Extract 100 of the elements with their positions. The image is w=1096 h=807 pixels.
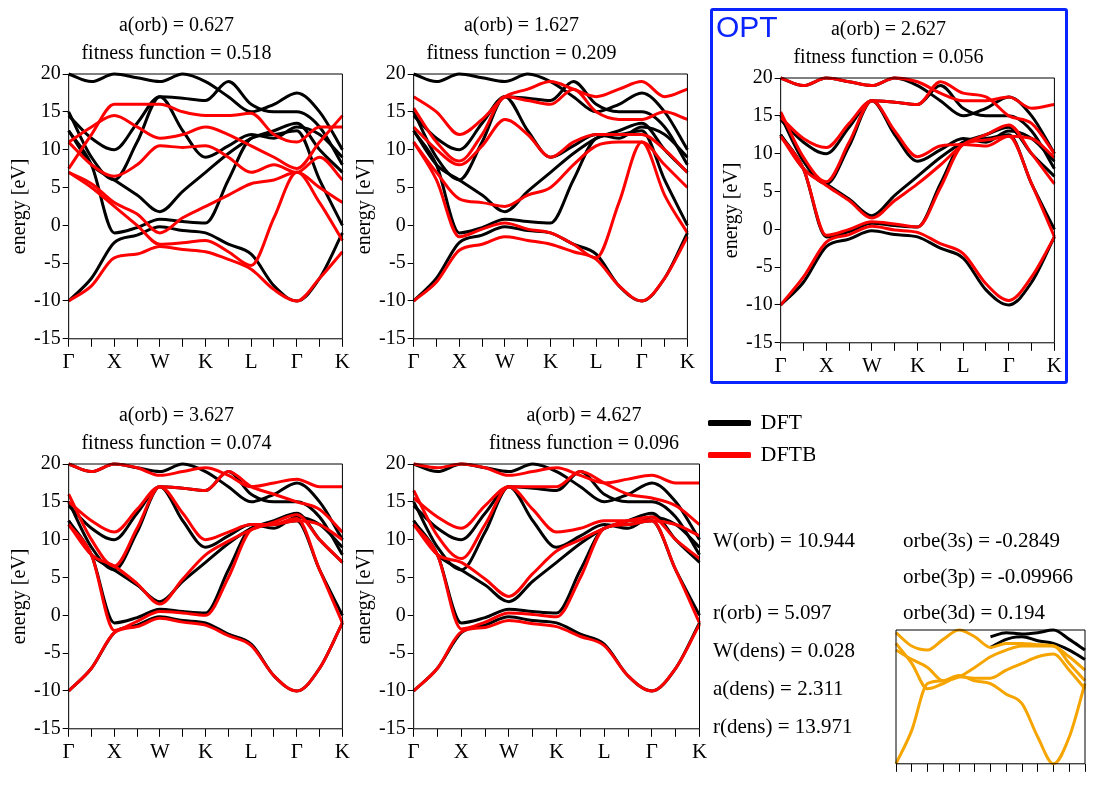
x-tick-label: K [1046,352,1062,377]
x-tick-label: Γ [62,348,75,373]
y-axis-title: energy [eV] [7,158,31,255]
x-tick-label: L [597,738,611,763]
x-tick-label: K [679,348,695,373]
y-tick-label: 20 [752,65,773,88]
y-axis-title: energy [eV] [719,162,743,259]
x-tick-label: W [495,348,515,373]
chart-title: a(orb) = 4.627 [526,403,642,427]
text: orbe(3p) = -0.09966 [903,564,1073,589]
x-tick-label: K [197,738,214,763]
x-tick-label: W [862,352,882,377]
chart-title: a(orb) = 2.627 [830,17,947,41]
x-tick-label: Γ [407,348,420,373]
chart-title: a(orb) = 1.627 [463,13,580,37]
text: OPT [716,10,778,44]
y-tick-label: -15 [33,326,61,349]
legend-label: DFTB [760,440,817,466]
y-tick-label: 0 [395,602,406,625]
x-tick-label: K [334,738,350,763]
x-tick-label: Γ [407,738,420,763]
x-tick-label: K [548,738,565,763]
y-tick-label: 5 [50,564,61,587]
x-tick-label: L [956,352,970,377]
x-tick-label: K [197,348,214,373]
x-tick-label: X [106,738,122,763]
text: orbe(3d) = 0.194 [903,600,1045,625]
y-tick-label: -10 [33,288,61,311]
x-tick-label: W [150,738,170,763]
text: orbe(3s) = -0.2849 [903,528,1061,553]
y-tick-label: 20 [40,451,61,474]
y-tick-label: 0 [50,602,61,625]
x-tick-label: X [453,738,469,763]
y-tick-label: 10 [40,526,61,549]
x-tick-label: Γ [1002,352,1015,377]
y-tick-label: 20 [40,61,61,84]
x-tick-label: X [818,352,834,377]
y-tick-label: 15 [385,99,406,122]
chart-subtitle: fitness function = 0.056 [793,45,984,68]
y-tick-label: 10 [752,140,773,163]
y-tick-label: 20 [385,61,406,84]
x-tick-label: X [451,348,467,373]
text: a(dens) = 2.311 [713,676,844,701]
legend-label: DFT [760,408,803,434]
x-tick-label: L [244,348,258,373]
y-tick-label: 20 [385,451,406,474]
y-tick-label: 0 [762,216,773,239]
text: W(dens) = 0.028 [713,638,855,663]
text: r(orb) = 5.097 [713,600,832,625]
x-tick-label: K [909,352,926,377]
y-tick-label: -5 [43,640,61,663]
x-tick-label: K [334,348,350,373]
x-tick-label: K [691,738,708,763]
x-tick-label: X [106,348,122,373]
y-tick-label: 5 [395,174,406,197]
x-tick-label: Γ [635,348,648,373]
y-tick-label: 5 [395,564,406,587]
chart-title: a(orb) = 0.627 [118,13,235,37]
text: W(orb) = 10.944 [713,528,855,553]
chart-subtitle: fitness function = 0.518 [81,41,272,64]
chart-subtitle: fitness function = 0.074 [81,431,272,454]
y-tick-label: 5 [762,178,773,201]
y-tick-label: 0 [50,212,61,235]
y-tick-label: 10 [385,526,406,549]
y-tick-label: -10 [378,288,406,311]
chart-title: a(orb) = 3.627 [118,403,235,427]
x-tick-label: Γ [62,738,75,763]
chart-subtitle: fitness function = 0.096 [488,431,680,454]
y-tick-label: -10 [378,678,406,701]
x-tick-label: K [542,348,559,373]
x-tick-label: W [150,348,170,373]
y-tick-label: 10 [40,136,61,159]
y-tick-label: 10 [385,136,406,159]
y-axis-title: energy [eV] [7,548,31,645]
y-tick-label: -5 [755,254,773,277]
y-tick-label: -5 [388,250,406,273]
y-tick-label: 5 [50,174,61,197]
y-tick-label: 15 [385,489,406,512]
x-tick-label: W [499,738,520,763]
y-tick-label: -15 [378,716,406,739]
x-tick-label: L [589,348,603,373]
x-tick-label: Γ [774,352,787,377]
y-axis-title: energy [eV] [352,548,376,645]
y-tick-label: 15 [40,99,61,122]
y-tick-label: -10 [745,292,773,315]
y-tick-label: -15 [745,330,773,353]
chart-subtitle: fitness function = 0.209 [426,41,617,64]
y-tick-label: -15 [378,326,406,349]
y-axis-title: energy [eV] [352,158,376,255]
y-tick-label: -15 [33,716,61,739]
y-tick-label: 15 [752,103,773,126]
x-tick-label: L [244,738,258,763]
x-tick-label: Γ [290,348,303,373]
y-tick-label: 0 [395,212,406,235]
y-tick-label: 15 [40,489,61,512]
text: r(dens) = 13.971 [713,714,853,739]
y-tick-label: -5 [43,250,61,273]
x-tick-label: Γ [645,738,658,763]
y-tick-label: -10 [33,678,61,701]
x-tick-label: Γ [290,738,303,763]
